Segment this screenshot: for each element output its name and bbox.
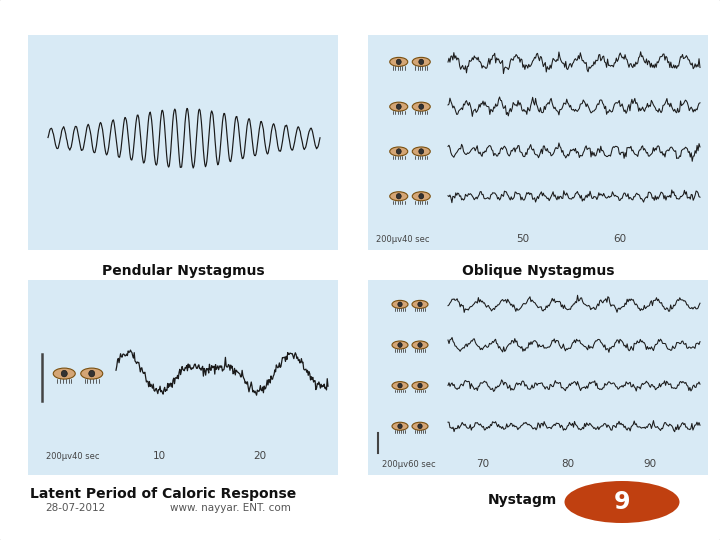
Ellipse shape [81,368,103,379]
Ellipse shape [419,59,424,65]
Text: 90: 90 [643,459,656,469]
Text: 60: 60 [613,234,626,244]
Ellipse shape [412,341,428,349]
Ellipse shape [61,370,67,377]
Ellipse shape [390,57,408,66]
Text: 9: 9 [613,490,630,514]
Text: 10: 10 [153,451,166,461]
Text: 200μv40 sec: 200μv40 sec [46,452,99,461]
Text: Nystagm: Nystagm [488,493,557,507]
Ellipse shape [390,147,408,156]
Ellipse shape [397,302,402,307]
Ellipse shape [392,382,408,390]
Ellipse shape [412,422,428,430]
Text: 50: 50 [516,234,529,244]
Text: 20: 20 [253,451,266,461]
Ellipse shape [396,193,401,199]
Ellipse shape [392,422,408,430]
Ellipse shape [396,104,401,110]
Text: Pendular Nystagmus: Pendular Nystagmus [102,264,264,278]
Ellipse shape [392,300,408,308]
Ellipse shape [419,193,424,199]
Ellipse shape [396,148,401,154]
Bar [28,35,338,250]
Text: 80: 80 [561,459,574,469]
Ellipse shape [397,383,402,388]
Ellipse shape [419,148,424,154]
Ellipse shape [418,383,422,388]
Bar [28,280,338,475]
Ellipse shape [53,368,76,379]
Ellipse shape [419,104,424,110]
Ellipse shape [564,481,680,523]
Text: Latent Period of Caloric Response: Latent Period of Caloric Response [30,487,296,501]
Ellipse shape [413,102,431,111]
Ellipse shape [413,192,431,201]
Text: 200μv60 sec: 200μv60 sec [382,460,436,469]
Text: 28-07-2012: 28-07-2012 [45,503,105,513]
Ellipse shape [418,342,422,347]
Text: 70: 70 [476,459,489,469]
Ellipse shape [397,342,402,347]
Bar [368,280,708,475]
Ellipse shape [413,147,431,156]
Ellipse shape [89,370,95,377]
Ellipse shape [412,382,428,390]
Ellipse shape [412,300,428,308]
Ellipse shape [392,341,408,349]
Ellipse shape [396,59,401,65]
Text: Oblique Nystagmus: Oblique Nystagmus [462,264,614,278]
Ellipse shape [418,424,422,429]
Ellipse shape [390,192,408,201]
Text: www. nayyar. ENT. com: www. nayyar. ENT. com [170,503,290,513]
Ellipse shape [397,424,402,429]
Ellipse shape [390,102,408,111]
Ellipse shape [413,57,431,66]
Text: 200μv40 sec: 200μv40 sec [376,235,430,244]
Ellipse shape [418,302,422,307]
Bar [368,35,708,250]
